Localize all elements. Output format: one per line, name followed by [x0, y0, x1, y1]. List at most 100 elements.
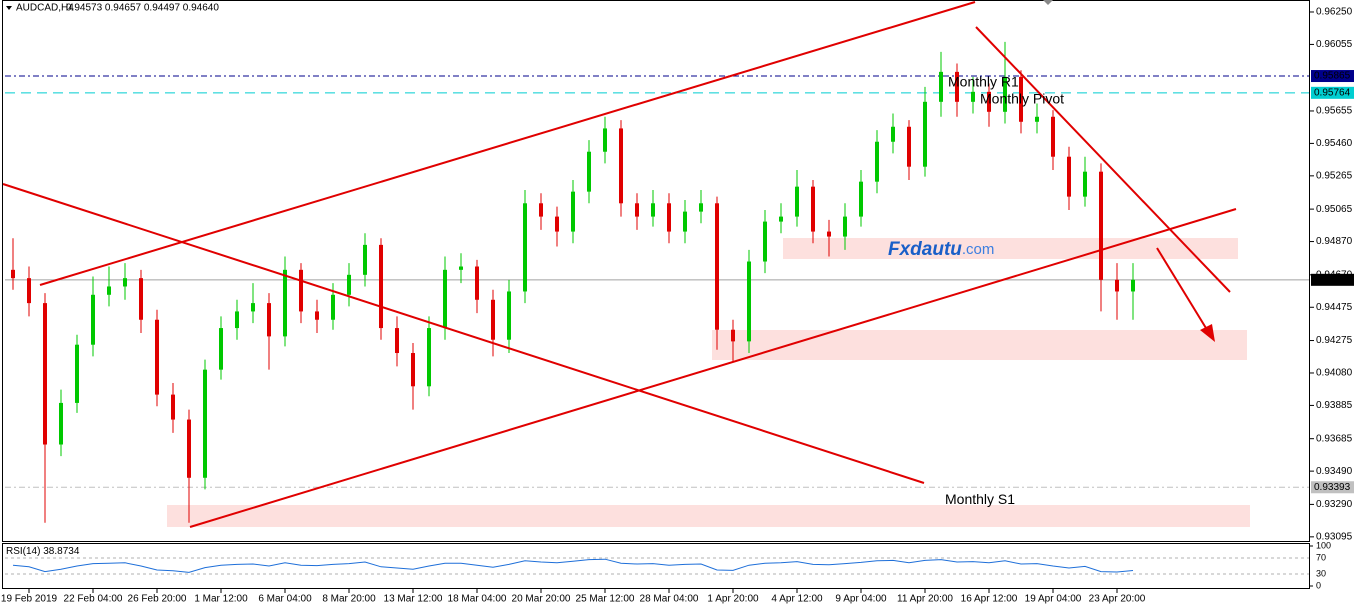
y-tick-label: 0.95655 — [1316, 106, 1353, 117]
y-tick-label: 0.94080 — [1316, 368, 1353, 379]
candle-body — [491, 299, 495, 340]
y-tick-label: 0.95265 — [1316, 170, 1353, 181]
candle-body — [667, 203, 671, 232]
candle-body — [187, 419, 191, 478]
level-price-label: 0.95764 — [1314, 87, 1351, 98]
candle-body — [171, 394, 175, 420]
candle-body — [635, 203, 639, 217]
x-tick-label: 28 Mar 04:00 — [640, 594, 699, 605]
candle-body — [11, 269, 15, 279]
candle-body — [1099, 171, 1103, 280]
candle-body — [843, 216, 847, 237]
candle-body — [27, 278, 31, 304]
level-price-label: 0.95865 — [1314, 71, 1351, 82]
candle-body — [43, 303, 47, 445]
candle-body — [507, 291, 511, 340]
candle-body — [891, 126, 895, 142]
candle-body — [459, 266, 463, 270]
x-tick-label: 4 Apr 12:00 — [771, 594, 823, 605]
candle-body — [299, 269, 303, 312]
descending-line — [2, 183, 925, 484]
y-tick-label: 0.95460 — [1316, 138, 1353, 149]
arrow-head — [1200, 324, 1215, 342]
y-tick-label: 0.93490 — [1316, 466, 1353, 477]
rsi-label: RSI(14) — [6, 546, 40, 557]
candle-body — [555, 216, 559, 232]
candle-body — [987, 91, 991, 112]
rsi-line — [12, 558, 1134, 573]
downtrend-line — [975, 26, 1231, 293]
candle-body — [603, 128, 607, 152]
rsi-value: 38.8734 — [43, 546, 80, 557]
candle-body — [59, 402, 63, 445]
candle-body — [875, 141, 879, 182]
candle-body — [283, 269, 287, 337]
target-zone — [712, 330, 1247, 360]
last-price-label: 0.94640 — [1314, 274, 1351, 285]
rsi-tick-label: 70 — [1316, 552, 1326, 562]
candle-body — [523, 203, 527, 292]
candle-body — [315, 311, 319, 320]
candle-body — [619, 128, 623, 204]
candle-body — [763, 221, 767, 262]
levels-layer — [5, 75, 1310, 488]
candle-body — [1003, 76, 1007, 112]
candle-body — [219, 328, 223, 370]
x-tick-label: 22 Feb 04:00 — [64, 594, 123, 605]
level-name: Monthly S1 — [945, 491, 1015, 507]
candles-layer — [11, 41, 1135, 523]
x-tick-label: 25 Mar 12:00 — [576, 594, 635, 605]
candle-body — [155, 319, 159, 395]
candle-body — [571, 191, 575, 232]
candle-body — [811, 186, 815, 232]
candle-body — [91, 294, 95, 345]
candle-body — [587, 151, 591, 192]
candle-body — [331, 294, 335, 320]
y-tick-label: 0.94275 — [1316, 335, 1353, 346]
y-tick-label: 0.93095 — [1316, 531, 1353, 542]
candle-body — [475, 266, 479, 300]
quote: 0.94573 0.94657 0.94497 0.94640 — [66, 3, 219, 14]
x-tick-label: 19 Feb 2019 — [1, 594, 58, 605]
candle-body — [859, 181, 863, 217]
y-tick-label: 0.96250 — [1316, 7, 1353, 18]
y-tick-label: 0.93885 — [1316, 400, 1353, 411]
level-name: Monthly Pivot — [980, 91, 1064, 107]
y-tick-label: 0.94475 — [1316, 302, 1353, 313]
candle-body — [1131, 279, 1135, 292]
candle-body — [955, 71, 959, 102]
candle-body — [1035, 116, 1039, 122]
arrow-shaft — [1156, 247, 1210, 334]
last-price-box — [1311, 273, 1354, 286]
x-tick-label: 1 Apr 20:00 — [707, 594, 759, 605]
rsi-tick-label: 100 — [1316, 540, 1331, 550]
candle-body — [539, 203, 543, 217]
x-tick-label: 11 Apr 20:00 — [897, 594, 953, 605]
candle-body — [267, 303, 271, 337]
candle-body — [1051, 116, 1055, 157]
level-price-box — [1311, 70, 1354, 83]
labels-layer: 0.96250 0.96055 0.95655 0.95460 0.95265 0.950… — [1, 7, 1354, 605]
candle-body — [907, 126, 911, 167]
candle-body — [395, 328, 399, 354]
watermark-suffix: .com — [962, 241, 995, 258]
candle-body — [347, 274, 351, 295]
candle-body — [715, 203, 719, 330]
candle-body — [363, 244, 367, 275]
candle-body — [795, 186, 799, 217]
x-tick-label: 19 Apr 04:00 — [1025, 594, 1082, 605]
trendlines — [2, 1, 1237, 528]
y-tick-label: 0.93290 — [1316, 499, 1353, 510]
x-tick-label: 8 Mar 20:00 — [322, 594, 376, 605]
x-tick-label: 9 Apr 04:00 — [835, 594, 887, 605]
candle-body — [779, 216, 783, 222]
level-price-box — [1311, 481, 1354, 494]
rsi-tick-label: 30 — [1316, 568, 1326, 578]
y-tick-label: 0.93685 — [1316, 433, 1353, 444]
candle-body — [107, 286, 111, 295]
watermark-brand: Fxdautu — [888, 239, 962, 260]
channel-lower — [189, 208, 1237, 528]
candle-body — [699, 203, 703, 212]
x-tick-label: 18 Mar 04:00 — [448, 594, 507, 605]
